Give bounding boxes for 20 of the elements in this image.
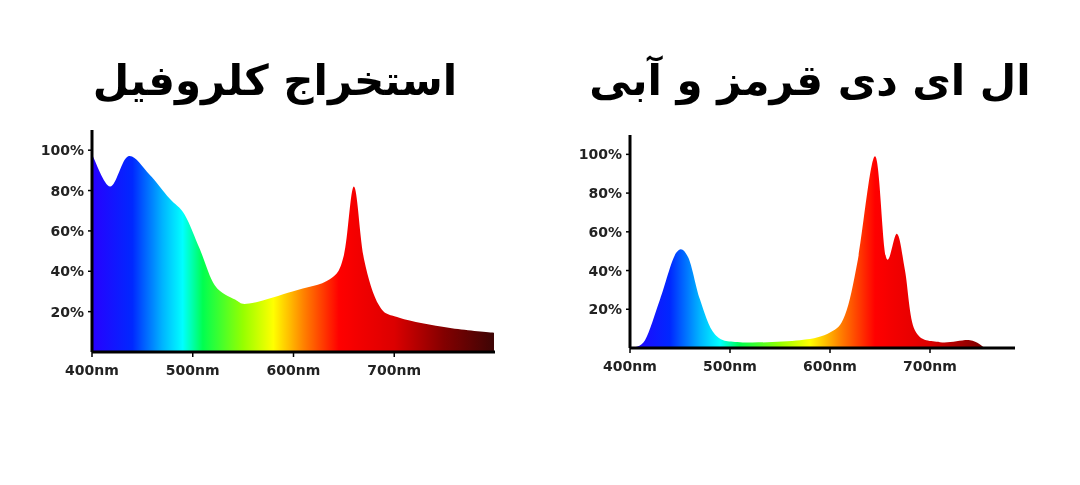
x-tick-label: 500nm — [165, 362, 220, 378]
x-tick-label: 600nm — [266, 362, 321, 378]
y-tick-label: 100% — [40, 142, 84, 159]
y-tick-label: 60% — [50, 222, 84, 239]
y-tick-label: 60% — [588, 223, 622, 240]
y-tick-label: 40% — [588, 262, 622, 279]
y-tick-label: 40% — [50, 263, 84, 280]
x-tick-label: 400nm — [65, 362, 119, 378]
y-tick-label: 100% — [578, 146, 622, 163]
chart-title: استخراج کلروفیل — [92, 56, 458, 106]
chart-title: ال ای دی قرمز و آبی — [589, 55, 1031, 106]
x-tick-label: 400nm — [603, 358, 657, 374]
y-tick-label: 80% — [588, 185, 622, 202]
x-tick-label: 600nm — [803, 358, 857, 374]
x-tick-label: 700nm — [367, 362, 422, 378]
y-tick-label: 20% — [588, 301, 622, 318]
y-tick-label: 80% — [50, 182, 84, 199]
x-tick-label: 700nm — [903, 358, 957, 374]
x-tick-label: 500nm — [703, 358, 757, 374]
y-tick-label: 20% — [50, 303, 84, 320]
